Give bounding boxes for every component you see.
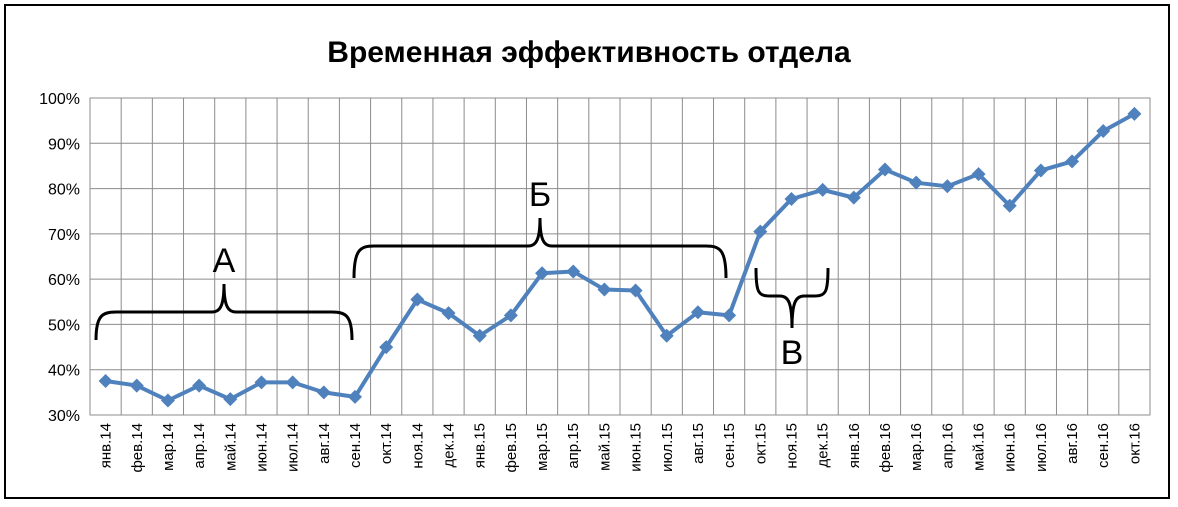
data-point [441, 306, 456, 321]
x-tick-label: фев.15 [503, 423, 520, 473]
data-point [192, 378, 207, 393]
x-tick-label: апр.16 [939, 423, 956, 469]
data-point [285, 375, 300, 390]
data-point [753, 224, 768, 239]
line-chart: Временная эффективность отдела 30% 40% 50%… [39, 36, 1151, 473]
x-tick-label: дек.15 [815, 423, 832, 468]
x-tick-label: май.16 [971, 423, 988, 471]
data-point [1033, 163, 1048, 178]
x-tick-label: мар.14 [160, 423, 177, 471]
x-tick-label: сен.15 [721, 423, 738, 468]
data-point [348, 389, 362, 404]
x-tick-label: фев.14 [129, 423, 146, 473]
data-point [410, 292, 425, 307]
data-point [909, 175, 924, 190]
annotations: А Б В [94, 176, 830, 372]
data-point [316, 385, 331, 400]
y-tick-label: 50% [48, 317, 80, 334]
annotation-label: А [213, 242, 236, 280]
data-point [160, 393, 175, 408]
data-point [98, 374, 113, 389]
x-tick-label: июн.14 [253, 423, 270, 472]
data-point [878, 162, 892, 177]
y-tick-label: 90% [48, 136, 80, 153]
x-tick-label: июл.16 [1033, 423, 1050, 472]
x-tick-label: янв.15 [472, 423, 489, 468]
grid-lines [89, 97, 1151, 416]
data-point [1065, 154, 1080, 169]
x-tick-label: фев.16 [877, 423, 894, 473]
y-tick-label: 70% [48, 227, 80, 244]
data-point [1002, 198, 1017, 213]
x-tick-label: сен.16 [1095, 423, 1112, 468]
data-point [1127, 106, 1142, 121]
x-tick-label: мар.15 [534, 423, 551, 471]
x-tick-label: янв.14 [98, 423, 115, 468]
data-point [690, 305, 705, 320]
y-tick-label: 30% [48, 408, 80, 425]
data-point [815, 182, 830, 197]
data-point [784, 191, 799, 206]
data-point [971, 167, 986, 182]
data-point [472, 328, 487, 343]
series-layer [98, 106, 1142, 408]
x-tick-label: окт.16 [1126, 423, 1143, 464]
data-point [535, 266, 550, 281]
data-point [223, 392, 238, 407]
annotation-brace [94, 283, 354, 341]
data-point [1096, 124, 1111, 139]
x-tick-label: авг.16 [1064, 423, 1081, 464]
x-tick-label: ноя.14 [409, 423, 426, 469]
y-tick-label: 40% [48, 363, 80, 380]
annotation-brace [352, 217, 728, 279]
x-tick-label: июн.16 [1002, 423, 1019, 472]
annotation-label: Б [529, 176, 551, 214]
chart-frame: Временная эффективность отдела 30% 40% 50%… [4, 4, 1170, 499]
x-tick-label: авг.14 [316, 423, 333, 464]
y-axis-ticks: 30% 40% 50% 60% 70% 80% 90% 100% [39, 91, 80, 425]
x-tick-label: апр.15 [565, 423, 582, 469]
data-point [503, 308, 518, 323]
x-axis-ticks: янв.14 фев.14 мар.14 апр.14 май.14 июн.14 июл.… [98, 423, 1144, 473]
data-point [659, 328, 674, 343]
x-tick-label: май.15 [596, 423, 613, 471]
x-tick-label: окт.15 [752, 423, 769, 464]
x-tick-label: окт.14 [378, 423, 395, 464]
series-line [105, 112, 1136, 403]
x-tick-label: дек.14 [441, 423, 458, 468]
x-tick-label: апр.14 [191, 423, 208, 469]
y-tick-label: 60% [48, 272, 80, 289]
x-tick-label: сен.14 [347, 423, 364, 468]
x-tick-label: янв.16 [846, 423, 863, 468]
data-point [722, 308, 737, 323]
x-tick-label: июл.15 [659, 423, 676, 472]
x-tick-label: июл.14 [285, 423, 302, 472]
x-tick-label: ноя.15 [783, 423, 800, 469]
data-point [846, 190, 861, 205]
x-tick-label: май.14 [222, 423, 239, 471]
data-point [379, 340, 394, 355]
data-point [597, 282, 612, 297]
data-point [628, 283, 643, 298]
annotation-brace [754, 267, 830, 329]
data-point [940, 179, 955, 194]
x-tick-label: авг.15 [690, 423, 707, 464]
data-point [129, 378, 144, 393]
plot-area [89, 97, 1151, 416]
x-tick-label: мар.16 [908, 423, 925, 471]
chart-title: Временная эффективность отдела [327, 36, 851, 69]
y-tick-label: 80% [48, 182, 80, 199]
data-point [566, 264, 581, 279]
data-point [254, 375, 269, 390]
y-tick-label: 100% [39, 91, 80, 108]
x-tick-label: июн.15 [628, 423, 645, 472]
annotation-label: В [781, 334, 804, 372]
